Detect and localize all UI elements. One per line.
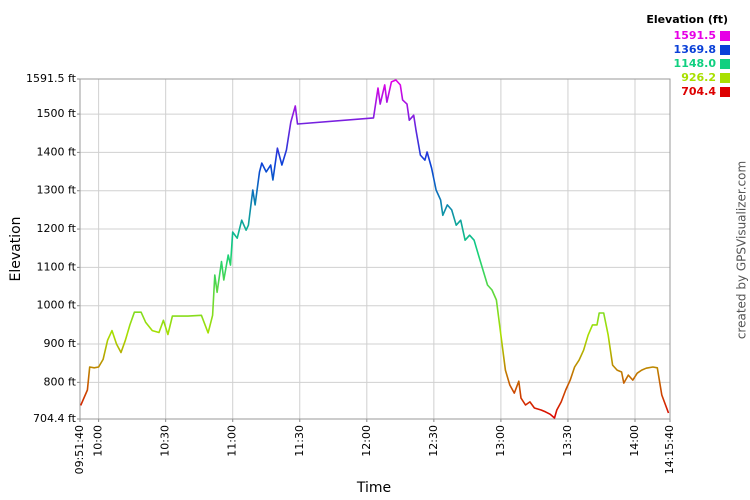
x-tick-label: 11:00 (226, 425, 239, 457)
y-tick-label: 1200 ft (37, 222, 77, 235)
y-tick-label: 1000 ft (37, 299, 77, 312)
x-tick-label: 10:00 (92, 425, 105, 457)
x-tick-label: 12:30 (427, 425, 440, 457)
y-tick-label: 704.4 ft (33, 412, 77, 425)
x-tick-label: 14:15:40 (663, 425, 676, 474)
x-tick-label: 14:00 (628, 425, 641, 457)
y-tick-label: 800 ft (44, 375, 77, 388)
x-axis-label: Time (356, 480, 391, 496)
legend-swatch (720, 45, 730, 55)
elevation-line (79, 79, 670, 419)
x-tick-label: 11:30 (293, 425, 306, 457)
legend-swatch (720, 31, 730, 41)
legend-swatch (720, 87, 730, 97)
legend-label: 1148.0 (674, 57, 717, 70)
y-tick-label: 900 ft (44, 337, 77, 350)
plot-frame (79, 78, 671, 420)
legend-label: 704.4 (681, 85, 716, 98)
x-tick-label: 13:30 (561, 425, 574, 457)
legend-label: 1369.8 (674, 43, 716, 56)
x-tick-label: 10:30 (159, 425, 172, 457)
y-tick-label: 1300 ft (37, 184, 77, 197)
y-tick-label: 1500 ft (37, 107, 77, 120)
y-tick-label: 1591.5 ft (26, 72, 77, 85)
x-tick-label: 12:00 (360, 425, 373, 457)
legend-swatch (720, 73, 730, 83)
credit: created by GPSVisualizer.com (735, 161, 749, 339)
x-tick-label: 13:00 (494, 425, 507, 457)
legend-label: 1591.5 (674, 29, 716, 42)
y-tick-label: 1400 ft (37, 145, 77, 158)
y-tick-label: 1100 ft (37, 260, 77, 273)
legend-swatch (720, 59, 730, 69)
legend-title: Elevation (ft) (646, 13, 728, 26)
y-axis-label: Elevation (8, 216, 24, 281)
x-tick-label: 09:51:40 (73, 425, 86, 474)
legend-label: 926.2 (681, 71, 716, 84)
